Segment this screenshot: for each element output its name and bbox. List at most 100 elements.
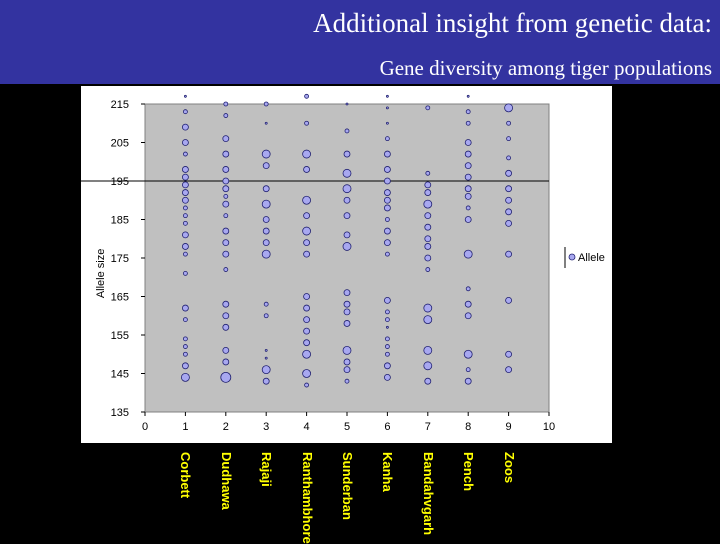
population-label-bandahvgarh: Bandahvgarh — [420, 452, 436, 536]
allele-point-145 — [465, 286, 471, 292]
allele-point-152 — [506, 120, 512, 126]
allele-point-10 — [183, 205, 188, 211]
allele-point-160 — [505, 250, 513, 258]
allele-point-24 — [223, 101, 229, 107]
allele-point-66 — [302, 226, 312, 236]
allele-point-50 — [262, 216, 270, 223]
allele-point-136 — [464, 139, 472, 146]
allele-point-76 — [304, 382, 310, 388]
allele-scatter-chart: 135 145 155 165 175 185 195 205 215 0 1 2 3 4 5 6 7 8 9 10 A… — [81, 93, 605, 433]
allele-point-41 — [222, 346, 230, 354]
allele-point-89 — [343, 320, 351, 327]
population-label-zoos: Zoos — [501, 452, 517, 484]
allele-point-102 — [383, 196, 391, 204]
allele-point-94 — [385, 94, 389, 98]
allele-point-1 — [183, 109, 188, 115]
allele-point-33 — [223, 213, 229, 219]
allele-point-117 — [425, 105, 431, 111]
allele-point-93 — [344, 378, 350, 384]
allele-point-75 — [302, 369, 312, 378]
population-label-ranthambhore: Ranthambhore — [299, 452, 315, 544]
allele-point-35 — [222, 239, 230, 247]
allele-point-97 — [384, 136, 390, 142]
allele-point-83 — [343, 212, 351, 220]
allele-point-143 — [464, 216, 472, 223]
allele-point-91 — [343, 358, 351, 366]
allele-point-139 — [464, 173, 472, 181]
population-label-rajaji: Rajaji — [259, 452, 275, 487]
allele-point-46 — [261, 149, 271, 159]
allele-point-121 — [423, 199, 433, 209]
allele-point-98 — [383, 150, 391, 158]
allele-point-120 — [424, 189, 432, 196]
x-tick-label-8: 8 — [465, 421, 471, 433]
allele-point-142 — [465, 205, 471, 211]
allele-point-158 — [505, 208, 513, 216]
allele-point-61 — [304, 120, 310, 126]
x-tick-label-5: 5 — [344, 421, 350, 433]
allele-point-13 — [182, 231, 189, 239]
allele-point-84 — [343, 231, 351, 239]
allele-point-112 — [384, 336, 390, 342]
chart-panel: 135 145 155 165 175 185 195 205 215 0 1 2 3 4 5 6 7 8 9 10 A… — [81, 86, 612, 443]
allele-point-65 — [303, 212, 311, 220]
allele-point-138 — [464, 162, 472, 169]
y-tick-label-7: 205 — [111, 138, 129, 150]
allele-point-14 — [182, 243, 189, 250]
allele-point-157 — [505, 196, 513, 204]
allele-point-64 — [302, 195, 312, 205]
allele-point-36 — [222, 250, 230, 258]
allele-point-20 — [183, 344, 188, 349]
allele-point-115 — [383, 362, 391, 370]
allele-point-52 — [262, 239, 270, 247]
allele-point-4 — [183, 151, 188, 157]
x-tick-label-2: 2 — [223, 421, 229, 433]
allele-point-26 — [222, 135, 230, 143]
allele-point-126 — [424, 254, 432, 262]
allele-point-56 — [264, 348, 268, 352]
allele-point-73 — [303, 339, 311, 347]
allele-point-59 — [262, 377, 270, 385]
allele-point-70 — [303, 304, 311, 312]
allele-point-3 — [182, 139, 189, 146]
allele-point-55 — [263, 313, 269, 319]
allele-point-6 — [182, 173, 189, 181]
y-tick-label-4: 175 — [111, 253, 129, 265]
allele-point-72 — [303, 327, 311, 335]
allele-point-130 — [423, 345, 433, 355]
allele-point-113 — [384, 344, 390, 349]
allele-point-144 — [463, 249, 473, 259]
allele-point-104 — [384, 217, 390, 222]
allele-point-100 — [383, 177, 391, 185]
allele-point-42 — [222, 358, 230, 366]
allele-point-58 — [261, 365, 271, 375]
allele-point-22 — [182, 362, 189, 370]
allele-point-68 — [303, 250, 311, 258]
y-tick-label-3: 165 — [111, 292, 129, 304]
allele-point-141 — [464, 193, 472, 200]
allele-point-133 — [466, 94, 470, 98]
allele-point-11 — [183, 213, 188, 219]
population-label-pench: Pench — [461, 452, 477, 492]
allele-point-122 — [424, 212, 432, 220]
allele-point-156 — [505, 185, 513, 193]
allele-point-57 — [264, 356, 268, 360]
allele-point-132 — [424, 377, 432, 385]
allele-point-18 — [183, 317, 188, 323]
slide-header: Additional insight from genetic data: Ge… — [0, 0, 720, 84]
allele-point-111 — [385, 325, 389, 329]
allele-point-48 — [262, 185, 270, 193]
allele-point-63 — [303, 166, 311, 173]
allele-point-67 — [303, 239, 311, 247]
allele-point-153 — [506, 136, 512, 142]
allele-point-140 — [464, 185, 472, 193]
allele-point-43 — [220, 371, 232, 383]
allele-point-129 — [423, 315, 433, 325]
allele-point-60 — [304, 93, 310, 99]
allele-point-148 — [463, 349, 473, 359]
y-tick-label-2: 155 — [111, 330, 129, 342]
x-tick-label-3: 3 — [263, 421, 269, 433]
allele-point-108 — [383, 296, 391, 304]
allele-point-81 — [342, 184, 352, 194]
population-label-sunderban: Sunderban — [340, 452, 355, 520]
